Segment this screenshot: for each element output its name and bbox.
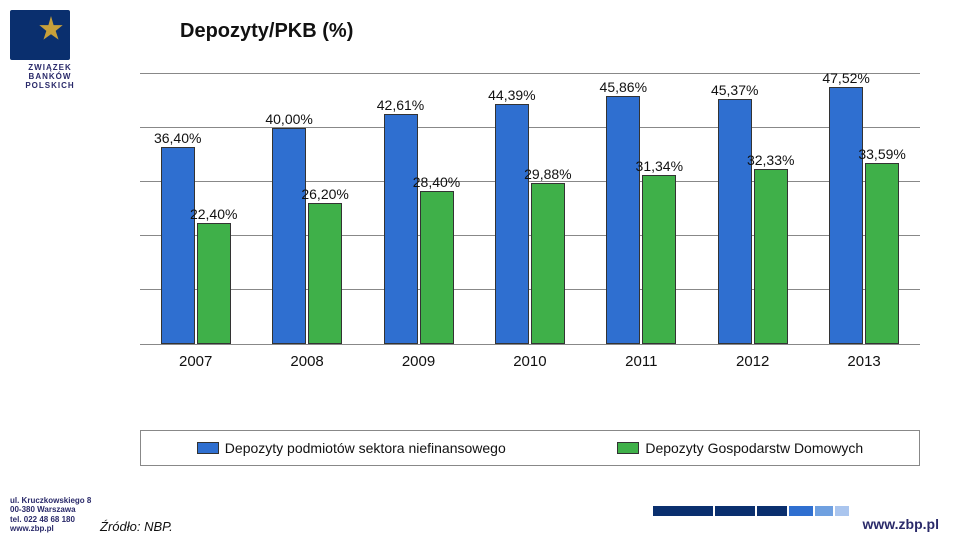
source-text: Źródło: NBP. (100, 519, 173, 534)
bar: 45,37% (718, 99, 752, 344)
legend-item-1: Depozyty podmiotów sektora niefinansoweg… (197, 440, 506, 456)
gridline (140, 73, 920, 74)
bar: 40,00% (272, 128, 306, 344)
footer-decor-bars (653, 506, 849, 516)
bar-group: 45,86%31,34% (606, 96, 678, 344)
bar-group: 42,61%28,40% (384, 114, 456, 344)
x-axis-label: 2013 (847, 353, 880, 370)
footer: ul. Kruczkowskiego 800-380 Warszawatel. … (0, 496, 959, 546)
x-axis-label: 2008 (290, 353, 323, 370)
bar-label: 32,33% (747, 152, 794, 168)
bar-group: 44,39%29,88% (495, 104, 567, 344)
bar: 42,61% (384, 114, 418, 344)
bar: 31,34% (642, 175, 676, 344)
legend-swatch-2 (617, 442, 639, 454)
logo-text: ZWIĄZEKBANKÓWPOLSKICH (10, 64, 90, 90)
x-axis-label: 2011 (625, 353, 657, 370)
bar: 28,40% (420, 191, 454, 344)
bar-label: 33,59% (858, 146, 905, 162)
bar-label: 40,00% (265, 111, 312, 127)
bar-label: 44,39% (488, 87, 535, 103)
decor-bar (757, 506, 787, 516)
bar: 33,59% (865, 163, 899, 344)
bar-label: 42,61% (377, 97, 424, 113)
logo: ZWIĄZEKBANKÓWPOLSKICH (10, 10, 90, 90)
footer-address: ul. Kruczkowskiego 800-380 Warszawatel. … (10, 496, 91, 534)
legend: Depozyty podmiotów sektora niefinansoweg… (140, 430, 920, 466)
bar-group: 40,00%26,20% (272, 128, 344, 344)
decor-bar (715, 506, 755, 516)
bar-label: 22,40% (190, 206, 237, 222)
bar: 32,33% (754, 169, 788, 344)
x-axis-label: 2007 (179, 353, 212, 370)
plot-area: 36,40%22,40%40,00%26,20%42,61%28,40%44,3… (140, 75, 920, 345)
legend-swatch-1 (197, 442, 219, 454)
decor-bar (815, 506, 833, 516)
bar: 29,88% (531, 183, 565, 344)
legend-label-2: Depozyty Gospodarstw Domowych (645, 440, 863, 456)
bar-chart: 36,40%22,40%40,00%26,20%42,61%28,40%44,3… (140, 75, 920, 385)
bar-group: 36,40%22,40% (161, 147, 233, 344)
bar: 45,86% (606, 96, 640, 344)
bar: 47,52% (829, 87, 863, 344)
decor-bar (789, 506, 813, 516)
bar-label: 28,40% (413, 174, 460, 190)
legend-item-2: Depozyty Gospodarstw Domowych (617, 440, 863, 456)
bar: 22,40% (197, 223, 231, 344)
bar: 44,39% (495, 104, 529, 344)
chart-title: Depozyty/PKB (%) (180, 20, 353, 43)
bar-label: 29,88% (524, 166, 571, 182)
logo-shield-icon (10, 10, 70, 60)
bar-label: 45,37% (711, 82, 758, 98)
bar-group: 47,52%33,59% (829, 87, 901, 344)
x-axis-label: 2012 (736, 353, 769, 370)
bar: 36,40% (161, 147, 195, 344)
bar-label: 45,86% (600, 79, 647, 95)
x-axis-label: 2010 (513, 353, 546, 370)
legend-label-1: Depozyty podmiotów sektora niefinansoweg… (225, 440, 506, 456)
x-axis-label: 2009 (402, 353, 435, 370)
decor-bar (835, 506, 849, 516)
bar-group: 45,37%32,33% (718, 99, 790, 344)
bar-label: 47,52% (822, 70, 869, 86)
bar-label: 26,20% (301, 186, 348, 202)
bar: 26,20% (308, 203, 342, 344)
bar-label: 31,34% (636, 158, 683, 174)
decor-bar (653, 506, 713, 516)
footer-url: www.zbp.pl (863, 516, 939, 532)
bar-label: 36,40% (154, 130, 201, 146)
